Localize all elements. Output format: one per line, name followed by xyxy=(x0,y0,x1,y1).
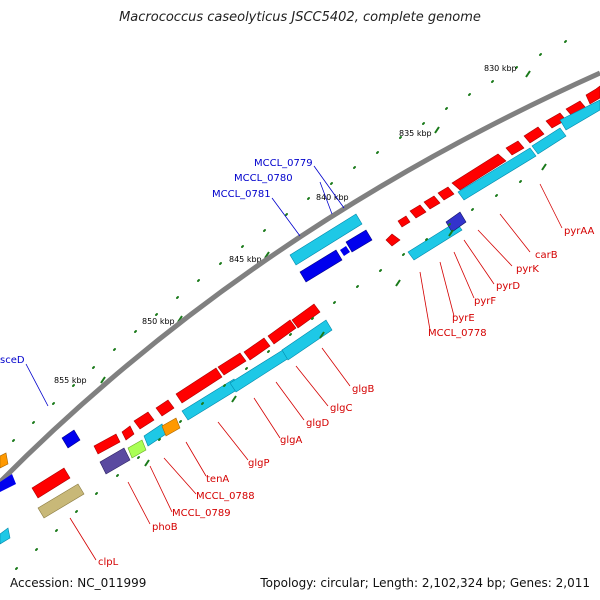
figure-title: Macrococcus caseolyticus JSCC5402, compl… xyxy=(119,10,481,25)
inner-tick-track xyxy=(15,180,522,570)
gene-label-MCCL_0778: MCCL_0778 xyxy=(428,328,487,339)
gene-label-MCCL_0780: MCCL_0780 xyxy=(234,173,293,184)
gene-label-clpL: clpL xyxy=(98,557,119,568)
leader-lines-red xyxy=(69,183,563,561)
gene-label-glgC: glgC xyxy=(330,403,352,414)
gene-bar-blue-left xyxy=(0,474,16,492)
gene-label-glgB: glgB xyxy=(352,384,374,395)
gene-label-pyrAA: pyrAA xyxy=(564,226,594,237)
gene-bar-olive-clpL xyxy=(37,483,85,519)
genome-backbone xyxy=(0,70,600,484)
gene-label-pyrK: pyrK xyxy=(516,264,539,275)
gene-label-MCCL_0781: MCCL_0781 xyxy=(212,189,271,200)
gene-label-MCCL_0789: MCCL_0789 xyxy=(172,508,231,519)
gene-label-glgA: glgA xyxy=(280,435,302,446)
gene-label-tenA: tenA xyxy=(206,474,229,485)
tick-label-845: 845 kbp xyxy=(229,255,262,264)
gene-label-glgP: glgP xyxy=(248,458,270,469)
gene-bar-orange xyxy=(161,417,181,437)
gene-bar-orange-left xyxy=(0,452,9,469)
gene-label-sceD: sceD xyxy=(0,355,25,366)
gene-label-phoB: phoB xyxy=(152,522,178,533)
tick-label-835: 835 kbp xyxy=(399,129,432,138)
gene-bar-purple xyxy=(99,447,131,475)
reverse-genes xyxy=(0,99,600,545)
gene-label-glgD: glgD xyxy=(306,418,329,429)
gene-bar-blue-small xyxy=(61,429,81,449)
gene-bar-lime xyxy=(127,439,147,459)
gene-label-MCCL_0779: MCCL_0779 xyxy=(254,158,313,169)
major-ticks-inner xyxy=(144,163,547,467)
gene-label-MCCL_0788: MCCL_0788 xyxy=(196,491,255,502)
gene-label-pyrF: pyrF xyxy=(474,296,496,307)
leader-lines-blue xyxy=(25,165,345,407)
gene-label-pyrE: pyrE xyxy=(452,313,475,324)
tick-label-850: 850 kbp xyxy=(142,317,175,326)
gene-bar-dark-blue-mid xyxy=(445,211,467,233)
tick-label-855: 855 kbp xyxy=(54,376,87,385)
tick-label-840: 840 kbp xyxy=(316,193,349,202)
gene-label-pyrD: pyrD xyxy=(496,281,520,292)
forward-genes xyxy=(31,85,600,499)
gene-label-carB: carB xyxy=(535,250,558,261)
tick-label-830: 830 kbp xyxy=(484,64,517,73)
outer-tick-track xyxy=(12,40,567,442)
cluster-mccl0779-0781 xyxy=(289,213,373,283)
accession-text: Accession: NC_011999 xyxy=(10,576,147,590)
topology-text: Topology: circular; Length: 2,102,324 bp… xyxy=(260,576,590,590)
